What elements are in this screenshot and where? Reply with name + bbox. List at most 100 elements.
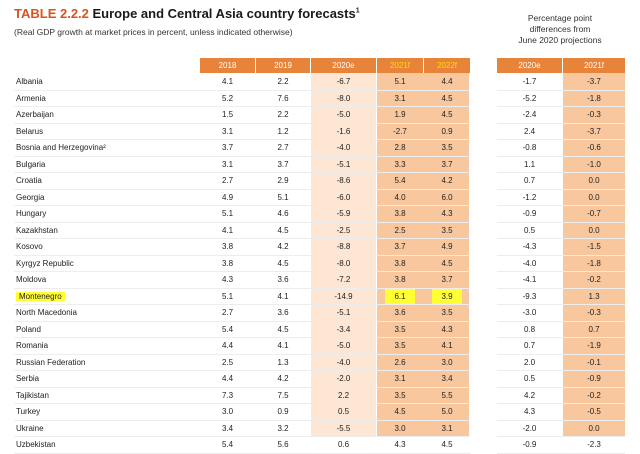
value-2021f-cell-text: 2.6 bbox=[394, 357, 406, 367]
table-row: Bosnia and Herzegovina² 3.7 2.7 -4.0 2.8 3.5 -… bbox=[0, 140, 640, 157]
value-2020e-cell: -4.0 bbox=[311, 140, 376, 157]
value-2018-cell: 5.1 bbox=[200, 289, 255, 306]
diff-2020e-cell: 0.5 bbox=[497, 371, 562, 388]
country-cell-text: North Macedonia bbox=[16, 308, 77, 317]
value-2020e-cell: -8.0 bbox=[311, 256, 376, 273]
diff-2020e-cell-text: -2.4 bbox=[522, 110, 537, 119]
diff-2021f-cell: -1.0 bbox=[563, 157, 625, 174]
value-2019-cell-text: 3.6 bbox=[277, 275, 289, 284]
value-2021f-cell: 3.7 bbox=[377, 239, 423, 256]
value-2019-cell-text: 2.2 bbox=[277, 77, 289, 86]
value-2020e-cell: -5.1 bbox=[311, 157, 376, 174]
value-2018-cell: 2.5 bbox=[200, 355, 255, 372]
value-2022f-cell: 4.3 bbox=[424, 322, 470, 339]
diff-2020e-cell: -4.0 bbox=[497, 256, 562, 273]
value-2020e-cell-text: 2.2 bbox=[337, 390, 350, 400]
value-2019-cell: 4.6 bbox=[256, 206, 310, 223]
row-divider bbox=[14, 139, 470, 140]
value-2018-cell-text: 4.4 bbox=[221, 374, 234, 383]
value-2018-cell: 3.8 bbox=[200, 239, 255, 256]
value-2019-cell-text: 4.5 bbox=[277, 225, 289, 235]
table-row: Belarus 3.1 1.2 -1.6 -2.7 0.9 2.4 -3.7 bbox=[0, 124, 640, 141]
diff-2020e-cell: -1.2 bbox=[497, 190, 562, 207]
value-2018-cell-text: 5.2 bbox=[221, 93, 234, 103]
diff-2021f-cell-text: -0.3 bbox=[587, 308, 601, 317]
value-2019-cell: 7.6 bbox=[256, 91, 310, 108]
value-2022f-cell: 0.9 bbox=[424, 124, 470, 141]
row-divider bbox=[497, 452, 625, 454]
value-2018-cell: 3.7 bbox=[200, 140, 255, 157]
value-2022f-cell: 3.7 bbox=[424, 157, 470, 174]
table-row: Uzbekistan 5.4 5.6 0.6 4.3 4.5 -0.9 -2.3 bbox=[0, 437, 640, 454]
diff-2020e-cell: -0.9 bbox=[497, 206, 562, 223]
value-2019-cell: 3.2 bbox=[256, 421, 310, 438]
value-2018-cell: 3.4 bbox=[200, 421, 255, 438]
country-cell: Montenegro bbox=[16, 289, 196, 306]
value-2022f-cell-text: 3.9 bbox=[441, 291, 453, 301]
value-2018-cell-text: 3.7 bbox=[221, 143, 234, 152]
value-2019-cell-text: 5.6 bbox=[277, 440, 289, 449]
value-2019-cell-text: 2.9 bbox=[277, 176, 289, 185]
column-header-2018: 2018 bbox=[218, 61, 237, 70]
value-2019-cell-text: 5.1 bbox=[277, 192, 289, 202]
table-row: Croatia 2.7 2.9 -8.6 5.4 4.2 0.7 0.0 bbox=[0, 173, 640, 190]
value-2022f-cell: 4.5 bbox=[424, 256, 470, 273]
row-divider bbox=[497, 172, 625, 173]
value-2020e-cell-text: -4.0 bbox=[336, 143, 351, 152]
diff-2020e-cell: -1.7 bbox=[497, 74, 562, 91]
value-2018-cell-text: 5.1 bbox=[221, 209, 234, 218]
title-footnote-mark: 1 bbox=[355, 7, 360, 15]
value-2022f-cell-text: 3.7 bbox=[441, 275, 453, 284]
value-2019-cell-text: 4.2 bbox=[277, 242, 289, 251]
country-cell-text: Bosnia and Herzegovina² bbox=[16, 143, 106, 152]
row-divider bbox=[497, 304, 625, 305]
diff-2020e-cell: 4.2 bbox=[497, 388, 562, 405]
value-2020e-cell: -6.0 bbox=[311, 190, 376, 207]
table-number: TABLE 2.2.2 bbox=[14, 6, 89, 21]
diff-2021f-cell-text: 1.3 bbox=[588, 291, 600, 301]
diff-2021f-cell-text: -0.6 bbox=[587, 143, 601, 152]
value-2022f-cell-text: 4.1 bbox=[441, 341, 453, 350]
diff-2020e-cell: -9.3 bbox=[497, 289, 562, 306]
value-2019-cell: 4.2 bbox=[256, 371, 310, 388]
value-2018-cell-text: 4.9 bbox=[221, 192, 234, 202]
value-2020e-cell-text: -5.1 bbox=[336, 308, 351, 317]
country-cell-text: Ukraine bbox=[16, 423, 44, 433]
row-divider bbox=[14, 271, 470, 272]
value-2021f-cell: 4.0 bbox=[377, 190, 423, 207]
value-2020e-cell: -3.4 bbox=[311, 322, 376, 339]
value-2020e-cell: -2.5 bbox=[311, 223, 376, 240]
diff-2020e-cell: -2.4 bbox=[497, 107, 562, 124]
country-cell: Bulgaria bbox=[16, 157, 196, 174]
value-2021f-cell-text: 5.4 bbox=[394, 176, 406, 185]
value-2018-cell-text: 3.8 bbox=[221, 242, 234, 251]
value-2022f-cell-text: 3.1 bbox=[441, 423, 453, 433]
value-2019-cell-text: 0.9 bbox=[277, 407, 289, 416]
row-divider bbox=[497, 106, 625, 107]
value-2021f-cell: 3.1 bbox=[377, 371, 423, 388]
value-2020e-cell: 2.2 bbox=[311, 388, 376, 405]
diff-2021f-cell: 1.3 bbox=[563, 289, 625, 306]
row-divider bbox=[14, 320, 470, 322]
country-cell-text: Kazakhstan bbox=[16, 225, 58, 235]
value-2019-cell: 2.2 bbox=[256, 74, 310, 91]
row-divider bbox=[497, 287, 625, 289]
row-divider bbox=[14, 254, 470, 256]
value-2022f-cell: 4.3 bbox=[424, 206, 470, 223]
value-2022f-cell-text: 4.5 bbox=[441, 93, 453, 103]
value-2022f-cell: 5.0 bbox=[424, 404, 470, 421]
value-2019-cell-text: 4.5 bbox=[277, 258, 289, 268]
diff-2021f-cell: -3.7 bbox=[563, 124, 625, 141]
diff-2021f-cell: -0.2 bbox=[563, 388, 625, 405]
country-cell-text: Kyrgyz Republic bbox=[16, 258, 74, 268]
value-2020e-cell-text: 0.5 bbox=[337, 407, 350, 416]
diff-2021f-cell: -1.9 bbox=[563, 338, 625, 355]
country-cell-text: Poland bbox=[16, 324, 41, 334]
table-title: TABLE 2.2.2 Europe and Central Asia coun… bbox=[14, 6, 360, 26]
value-2018-cell-text: 3.4 bbox=[221, 423, 234, 433]
value-2018-cell-text: 2.7 bbox=[221, 308, 234, 317]
diff-2021f-cell: 0.7 bbox=[563, 322, 625, 339]
diff-2021f-cell: -0.9 bbox=[563, 371, 625, 388]
country-cell-text: Bulgaria bbox=[16, 159, 46, 169]
country-cell-text: Armenia bbox=[16, 93, 46, 103]
